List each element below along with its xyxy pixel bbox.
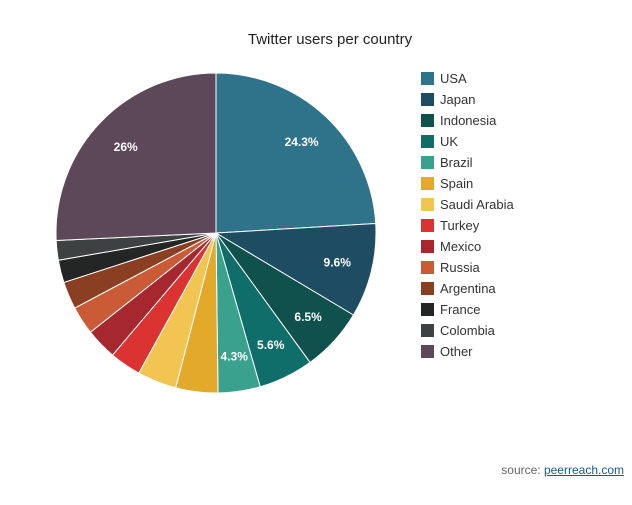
legend-swatch xyxy=(421,303,434,316)
slice-label-indonesia: 6.5% xyxy=(294,310,322,324)
legend-item-turkey[interactable]: Turkey xyxy=(421,218,480,233)
legend-label: Brazil xyxy=(440,155,473,170)
legend-label: Colombia xyxy=(440,323,496,338)
legend-swatch xyxy=(421,177,434,190)
legend-label: Indonesia xyxy=(440,113,497,128)
legend-item-other[interactable]: Other xyxy=(421,344,473,359)
legend-item-saudi-arabia[interactable]: Saudi Arabia xyxy=(421,197,514,212)
legend-label: Argentina xyxy=(440,281,496,296)
legend-item-indonesia[interactable]: Indonesia xyxy=(421,113,497,128)
chart-title: Twitter users per country xyxy=(248,31,413,48)
legend-item-russia[interactable]: Russia xyxy=(421,260,481,275)
pie-slice-other[interactable] xyxy=(55,72,217,241)
legend-item-mexico[interactable]: Mexico xyxy=(421,239,481,254)
legend-label: Russia xyxy=(440,260,481,275)
source-link[interactable]: peerreach.com xyxy=(543,463,624,477)
legend-item-france[interactable]: France xyxy=(421,302,480,317)
slice-label-other: 26% xyxy=(114,140,138,154)
pie-slices xyxy=(55,72,377,394)
legend-swatch xyxy=(421,156,434,169)
legend-swatch xyxy=(421,93,434,106)
legend-label: France xyxy=(440,302,480,317)
legend-label: Spain xyxy=(440,176,473,191)
legend-label: UK xyxy=(440,134,458,149)
pie-slice-japan[interactable] xyxy=(214,223,377,316)
legend-label: Mexico xyxy=(440,239,481,254)
pie-slice-usa[interactable] xyxy=(215,72,377,234)
source-prefix: source: xyxy=(501,463,544,477)
legend: USA Japan Indonesia UK Brazil Spain Saudi Arab… xyxy=(421,71,514,359)
slice-label-japan: 9.6% xyxy=(324,256,352,270)
legend-item-uk[interactable]: UK xyxy=(421,134,458,149)
legend-swatch xyxy=(421,72,434,85)
legend-item-japan[interactable]: Japan xyxy=(421,92,475,107)
slice-label-uk: 5.6% xyxy=(257,338,285,352)
legend-swatch xyxy=(421,261,434,274)
legend-item-brazil[interactable]: Brazil xyxy=(421,155,473,170)
legend-item-argentina[interactable]: Argentina xyxy=(421,281,496,296)
legend-item-usa[interactable]: USA xyxy=(421,71,467,86)
legend-swatch xyxy=(421,135,434,148)
legend-swatch xyxy=(421,198,434,211)
legend-swatch xyxy=(421,240,434,253)
legend-swatch xyxy=(421,282,434,295)
legend-label: USA xyxy=(440,71,467,86)
legend-swatch xyxy=(421,345,434,358)
slice-label-brazil: 4.3% xyxy=(221,350,249,364)
legend-label: Turkey xyxy=(440,218,480,233)
source-note: source: peerreach.com xyxy=(501,463,624,477)
slice-label-usa: 24.3% xyxy=(285,135,319,149)
legend-swatch xyxy=(421,324,434,337)
legend-label: Japan xyxy=(440,92,475,107)
legend-label: Other xyxy=(440,344,473,359)
legend-label: Saudi Arabia xyxy=(440,197,514,212)
legend-item-spain[interactable]: Spain xyxy=(421,176,473,191)
legend-swatch xyxy=(421,219,434,232)
legend-swatch xyxy=(421,114,434,127)
pie-slice-labels: 24.3% 9.6% 6.5% 5.6% 4.3% 26% xyxy=(114,135,352,363)
legend-item-colombia[interactable]: Colombia xyxy=(421,323,496,338)
